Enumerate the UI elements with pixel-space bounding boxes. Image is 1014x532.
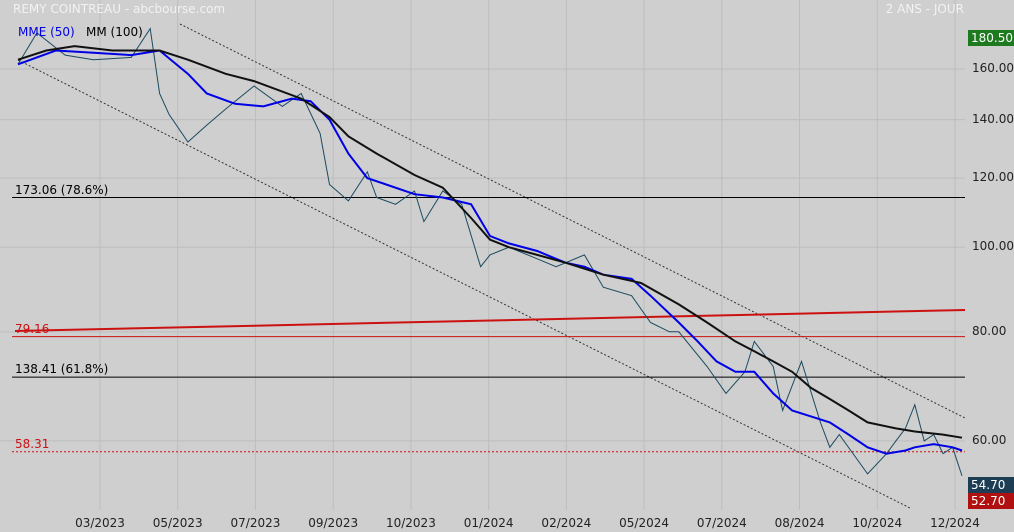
x-tick-label: 10/2023: [385, 516, 436, 530]
sma-100-line: [17, 45, 963, 439]
x-tick-label: 05/2023: [152, 516, 203, 530]
x-tick-label: 03/2023: [75, 516, 125, 530]
level-label: 173.06 (78.6%): [15, 182, 109, 197]
y-tick-label: 60.00: [972, 432, 1007, 447]
x-tick-label: 07/2023: [230, 516, 281, 530]
y-tick-label: 100.00: [972, 239, 1014, 254]
legend-sma: MM (100): [86, 25, 143, 39]
x-tick-label: 08/2024: [774, 516, 825, 530]
price-series-line: [17, 27, 963, 477]
y-tick-label: 140.00: [972, 111, 1014, 126]
price-tag-high: 180.50: [968, 30, 1014, 46]
x-tick-label: 10/2024: [852, 516, 903, 530]
channel-upper: [179, 23, 966, 419]
price-tag-low: 52.70: [968, 493, 1014, 509]
x-tick-label: 01/2024: [463, 516, 514, 530]
y-tick-label: 80.00: [972, 323, 1007, 338]
chart-period: 2 ANS - JOUR: [885, 2, 964, 16]
legend-ema: MME (50): [18, 25, 75, 39]
x-tick-label: 02/2024: [541, 516, 592, 530]
chart-title: REMY COINTREAU - abcbourse.com: [13, 2, 226, 16]
x-tick-label: 09/2023: [308, 516, 359, 530]
level-label: 138.41 (61.8%): [15, 362, 109, 377]
x-tick-label: 07/2024: [696, 516, 747, 530]
trend-channel: [14, 23, 966, 509]
grid: [0, 0, 965, 510]
x-tick-label: 05/2024: [619, 516, 670, 530]
y-tick-label: 120.00: [972, 170, 1014, 185]
level-label: 58.31: [15, 436, 50, 451]
level-label: 79.16: [15, 321, 50, 336]
resistance-line: [14, 309, 966, 332]
x-tick-label: 12/2024: [930, 516, 980, 530]
price-tag-last: 54.70: [968, 477, 1014, 493]
y-tick-label: 160.00: [972, 61, 1014, 76]
